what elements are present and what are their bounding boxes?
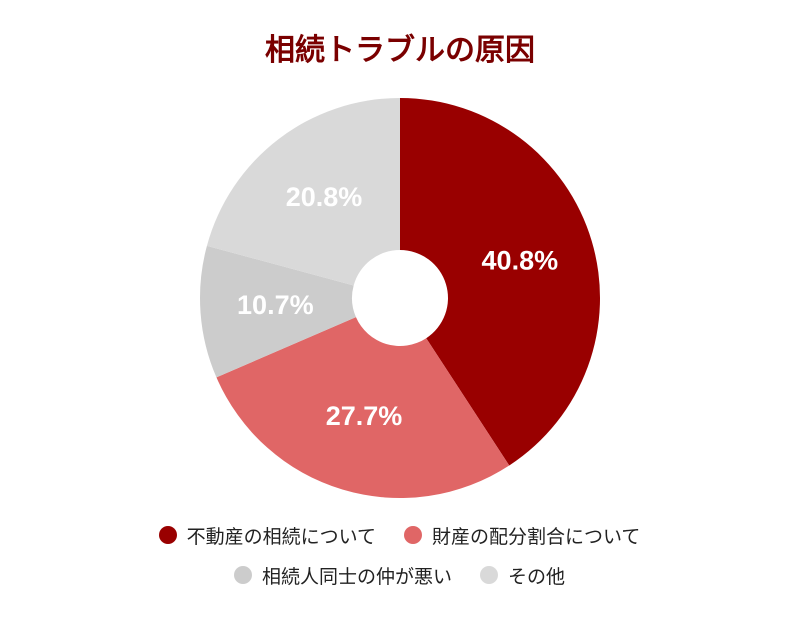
legend-marker xyxy=(480,566,498,584)
legend-label: 相続人同士の仲が悪い xyxy=(261,565,452,588)
donut-slice xyxy=(216,317,510,499)
legend-marker xyxy=(404,526,422,544)
legend-marker xyxy=(158,526,177,544)
donut-slice xyxy=(200,245,356,378)
chart-title: 相続トラブルの原因 xyxy=(265,33,535,68)
legend: 不動産の相続について 財産の配分割合について相続人同士の仲が悪い その他 xyxy=(0,515,799,595)
value-label: 20.8% xyxy=(286,182,363,212)
legend-label: その他 xyxy=(508,565,566,588)
legend-item: 相続人同士の仲が悪い xyxy=(233,562,452,589)
legend-label: 財産の配分割合について xyxy=(432,525,641,548)
legend-item: 不動産の相続について xyxy=(158,522,376,549)
legend-item: その他 xyxy=(480,562,565,589)
legend-row: 相続人同士の仲が悪い その他 xyxy=(0,555,799,595)
donut-slice xyxy=(400,98,600,466)
legend-label: 不動産の相続について xyxy=(186,525,376,548)
legend-item: 財産の配分割合について xyxy=(404,522,640,549)
donut-slice xyxy=(206,98,400,286)
value-label: 40.8% xyxy=(482,245,559,275)
value-label: 27.7% xyxy=(326,401,403,431)
value-label: 10.7% xyxy=(237,290,314,320)
legend-row: 不動産の相続について 財産の配分割合について xyxy=(0,515,799,555)
legend-marker xyxy=(233,566,252,584)
